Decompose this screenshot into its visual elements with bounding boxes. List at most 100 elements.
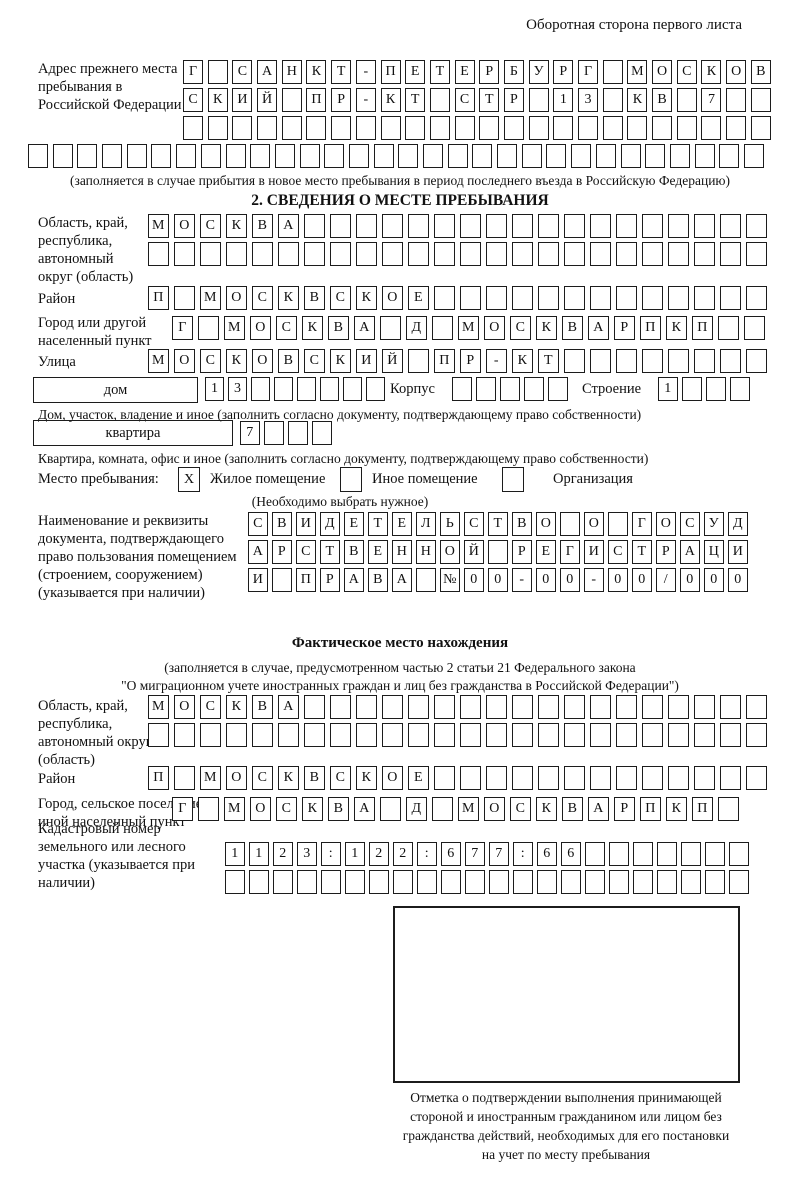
- char-cell: О: [652, 60, 673, 84]
- char-cell: Ь: [440, 512, 460, 536]
- char-cell: Т: [331, 60, 352, 84]
- char-cell: Й: [257, 88, 278, 112]
- char-cell: [668, 723, 689, 747]
- char-cell: К: [278, 766, 299, 790]
- char-cell: К: [306, 60, 327, 84]
- char-cell: [232, 116, 253, 140]
- char-cell: [578, 116, 598, 140]
- char-cell: М: [148, 695, 169, 719]
- char-cell: [151, 144, 172, 168]
- char-cell: [297, 377, 316, 401]
- char-cell: О: [252, 349, 273, 373]
- char-cell: [460, 214, 481, 238]
- char-cell: [281, 116, 302, 140]
- char-cell: [77, 144, 98, 168]
- char-cell: [369, 870, 389, 894]
- char-cell: В: [252, 214, 273, 238]
- char-cell: [694, 242, 715, 266]
- char-cell: В: [278, 349, 299, 373]
- char-cell: [382, 723, 403, 747]
- char-cell: Т: [405, 88, 426, 112]
- char-cell: [627, 116, 648, 140]
- char-cell: Р: [503, 88, 524, 112]
- char-cell: [676, 116, 697, 140]
- char-cell: [746, 286, 767, 310]
- char-cell: [200, 144, 221, 168]
- char-cell: [546, 144, 567, 168]
- actual-city-label: Город, сельское поселение, иной населенн…: [38, 796, 206, 830]
- char-cell: К: [330, 349, 351, 373]
- char-cell: [321, 870, 341, 894]
- char-cell: С: [608, 540, 628, 564]
- char-cell: [356, 695, 377, 719]
- char-cell: А: [392, 568, 412, 592]
- char-cell: [746, 242, 767, 266]
- char-cell: [479, 116, 500, 140]
- char-cell: [706, 377, 726, 401]
- char-cell: К: [356, 286, 377, 310]
- char-cell: К: [302, 797, 323, 821]
- char-cell: [476, 377, 496, 401]
- char-cell: Е: [536, 540, 556, 564]
- char-cell: О: [584, 512, 604, 536]
- char-cell: [521, 144, 542, 168]
- char-cell: [373, 144, 394, 168]
- char-cell: К: [666, 316, 687, 340]
- char-cell: [393, 870, 413, 894]
- char-cell: [616, 242, 637, 266]
- char-cell: [299, 144, 320, 168]
- char-cell: [312, 421, 332, 445]
- char-cell: 2: [393, 842, 413, 866]
- char-cell: [486, 214, 507, 238]
- stamp-caption-line-1: Отметка о подтверждении выполнения прини…: [410, 1090, 722, 1105]
- char-cell: 0: [560, 568, 580, 592]
- char-cell: К: [226, 349, 247, 373]
- char-cell: [278, 723, 299, 747]
- char-cell: Р: [614, 797, 635, 821]
- char-cell: [380, 316, 401, 340]
- char-cell: [423, 144, 443, 168]
- char-cell: [538, 242, 559, 266]
- char-cell: К: [278, 286, 299, 310]
- char-cell: Н: [281, 60, 302, 84]
- char-cell: Р: [331, 88, 352, 112]
- char-cell: [434, 695, 455, 719]
- char-cell: -: [355, 60, 376, 84]
- char-cell: Г: [578, 60, 598, 84]
- char-cell: [642, 695, 663, 719]
- char-cell: В: [272, 512, 292, 536]
- char-cell: [434, 723, 455, 747]
- char-cell: Г: [172, 316, 193, 340]
- char-cell: [408, 242, 429, 266]
- char-cell: Р: [272, 540, 292, 564]
- char-cell: В: [368, 568, 388, 592]
- char-cell: [417, 870, 437, 894]
- char-cell: Е: [368, 540, 388, 564]
- char-cell: [486, 723, 507, 747]
- char-cell: Н: [392, 540, 412, 564]
- char-cell: /: [656, 568, 676, 592]
- char-cell: [528, 88, 549, 112]
- char-cell: В: [252, 695, 273, 719]
- char-cell: [694, 723, 715, 747]
- char-cell: [447, 144, 468, 168]
- char-cell: О: [174, 349, 195, 373]
- char-cell: [585, 870, 605, 894]
- char-cell: [590, 349, 611, 373]
- char-cell: [730, 377, 750, 401]
- char-cell: Й: [382, 349, 403, 373]
- char-cell: Е: [408, 286, 429, 310]
- char-cell: [432, 316, 453, 340]
- char-cell: С: [248, 512, 268, 536]
- char-cell: [225, 144, 246, 168]
- char-cell: [489, 870, 509, 894]
- char-cell: [538, 723, 559, 747]
- char-cell: :: [321, 842, 341, 866]
- char-cell: [602, 116, 623, 140]
- char-cell: [682, 377, 702, 401]
- char-cell: -: [486, 349, 507, 373]
